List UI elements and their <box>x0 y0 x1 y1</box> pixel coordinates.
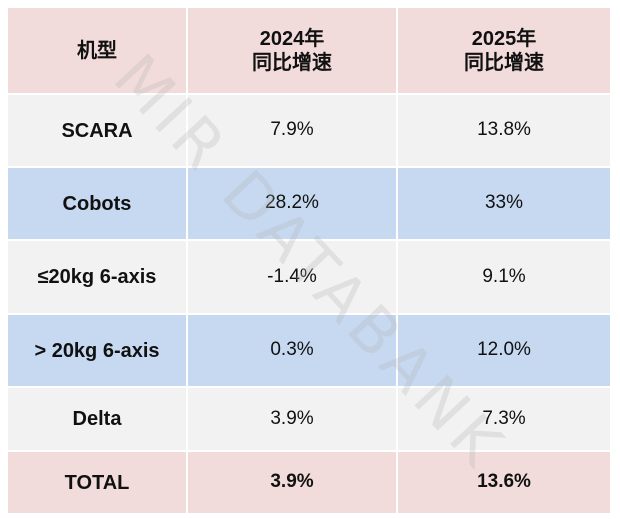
table-cell: 7.9% <box>188 95 398 168</box>
row-label: TOTAL <box>8 452 188 515</box>
row-label: > 20kg 6-axis <box>8 315 188 388</box>
row-label: SCARA <box>8 95 188 168</box>
header-cell: 机型 <box>8 8 188 95</box>
header-text: 2024年 <box>259 27 325 50</box>
row-label: ≤20kg 6-axis <box>8 241 188 315</box>
table-cell: 7.3% <box>398 388 612 452</box>
header-text: 机型 <box>77 39 117 62</box>
header-text: 同比增速 <box>464 51 544 74</box>
header-cell: 2025年 同比增速 <box>398 8 612 95</box>
row-label: Cobots <box>8 168 188 241</box>
table-cell: 0.3% <box>188 315 398 388</box>
table-cell: 3.9% <box>188 452 398 515</box>
table-cell: 13.8% <box>398 95 612 168</box>
table-cell: 12.0% <box>398 315 612 388</box>
header-cell: 2024年 同比增速 <box>188 8 398 95</box>
table-cell: 9.1% <box>398 241 612 315</box>
header-text: 同比增速 <box>252 51 332 74</box>
table-cell: -1.4% <box>188 241 398 315</box>
table-cell: 28.2% <box>188 168 398 241</box>
table-cell: 33% <box>398 168 612 241</box>
table: 机型 2024年 同比增速 2025年 同比增速 SCARA 7.9% 13.8% Cobots… <box>8 8 612 515</box>
table-cell: 3.9% <box>188 388 398 452</box>
header-text: 2025年 <box>471 27 537 50</box>
table-cell: 13.6% <box>398 452 612 515</box>
row-label: Delta <box>8 388 188 452</box>
